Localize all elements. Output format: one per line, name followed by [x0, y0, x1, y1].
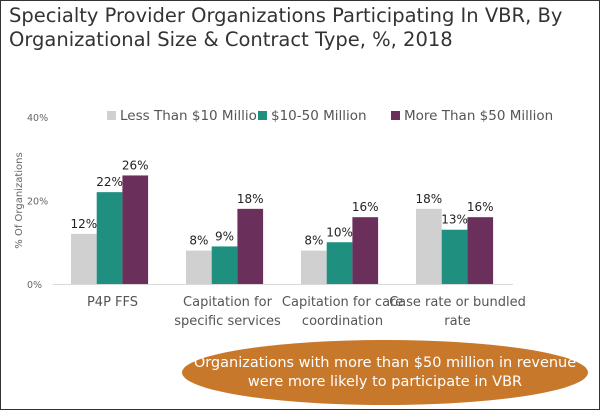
- bar: [237, 208, 264, 284]
- bar: [211, 246, 238, 284]
- data-label: 13%: [441, 213, 468, 227]
- bar: [326, 242, 353, 284]
- bar: [467, 217, 494, 284]
- y-tick-label: 40%: [27, 113, 48, 124]
- legend-label: Less Than $10 Million: [120, 108, 265, 124]
- data-label: 18%: [416, 192, 443, 206]
- legend-swatch: [107, 111, 116, 120]
- data-label: 8%: [304, 234, 323, 248]
- x-tick-label: P4P FFS: [87, 295, 138, 310]
- legend-label: $10-50 Million: [271, 108, 367, 124]
- data-label: 16%: [352, 200, 379, 214]
- legend-swatch: [258, 111, 267, 120]
- callout-text: Organizations with more than $50 million…: [193, 354, 577, 390]
- bar: [71, 233, 97, 284]
- x-tick-label: Case rate or bundled: [389, 295, 526, 310]
- legend-label: More Than $50 Million: [404, 108, 553, 124]
- x-tick-label: rate: [444, 314, 470, 329]
- data-label: 26%: [122, 158, 149, 172]
- bar: [416, 208, 442, 284]
- data-label: 18%: [237, 192, 264, 206]
- data-label: 9%: [215, 229, 234, 243]
- x-tick-label: Capitation for: [183, 295, 273, 310]
- callout-ellipse: Organizations with more than $50 million…: [182, 340, 588, 405]
- x-tick-label: Capitation for care: [282, 295, 403, 310]
- bar: [186, 250, 212, 284]
- data-label: 22%: [96, 175, 123, 189]
- x-tick-label: coordination: [302, 314, 383, 329]
- y-tick-label: 20%: [27, 197, 48, 208]
- data-label: 8%: [189, 234, 208, 248]
- x-tick-label: specific services: [174, 314, 281, 329]
- bar: [441, 229, 468, 284]
- bar: [122, 175, 149, 284]
- y-axis-label: % Of Organizations: [14, 152, 25, 248]
- legend-swatch: [391, 111, 400, 120]
- data-label: 10%: [326, 225, 353, 239]
- bar: [301, 250, 327, 284]
- data-label: 12%: [71, 217, 98, 231]
- chart-title: Specialty Provider Organizations Partici…: [9, 4, 563, 51]
- data-label: 16%: [467, 200, 494, 214]
- bar: [352, 217, 379, 284]
- bar: [96, 192, 123, 284]
- y-tick-label: 0%: [27, 280, 42, 291]
